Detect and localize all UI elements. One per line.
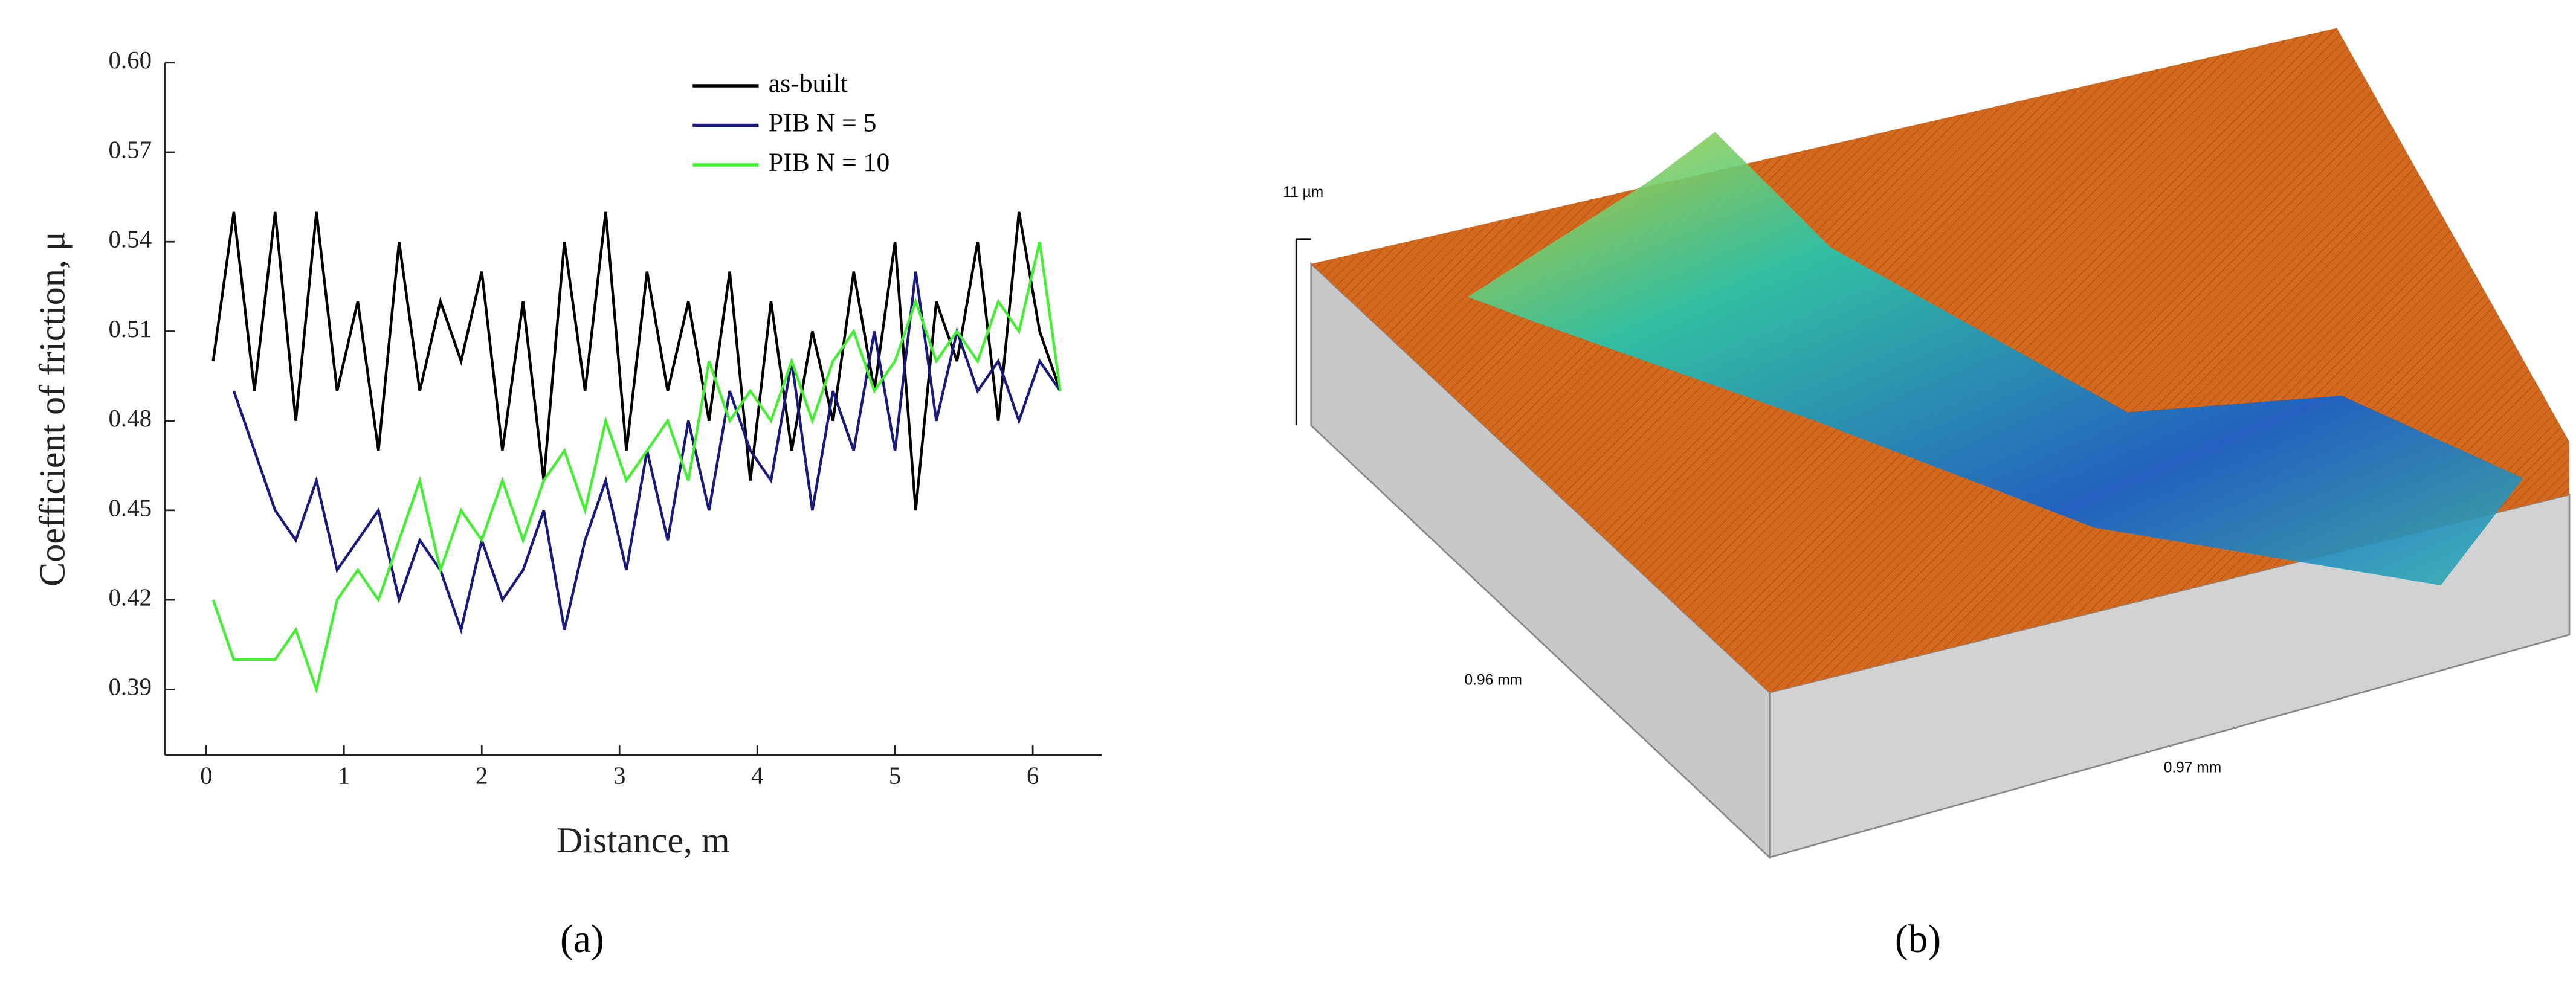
y-tick-label: 0.42 <box>108 584 152 611</box>
x-tick-label: 0 <box>200 762 212 790</box>
x-tick-label: 1 <box>338 762 350 790</box>
legend-label: as-built <box>769 69 848 98</box>
y-tick-label: 0.54 <box>108 226 152 253</box>
x-tick-label: 3 <box>613 762 625 790</box>
y-tick-label: 0.48 <box>108 405 152 432</box>
y-tick-label: 0.39 <box>108 674 152 701</box>
y-tick-label: 0.60 <box>108 47 152 74</box>
x-axis-title: Distance, m <box>557 820 730 860</box>
series-line <box>211 211 1062 511</box>
caption: (a) <box>560 918 604 961</box>
length-label: 0.96 mm <box>1465 672 1523 689</box>
y-tick-label: 0.51 <box>108 315 152 343</box>
legend-label: PIB N = 10 <box>769 148 889 177</box>
x-tick-label: 4 <box>751 762 763 790</box>
surface-3d: 11 µm 0.96 mm 0.97 mm <box>1283 28 2571 860</box>
length-label: 0.97 mm <box>2164 759 2222 776</box>
x-tick-label: 5 <box>889 762 901 790</box>
height-label: 11 µm <box>1283 184 1323 201</box>
y-axis-title: Coefficient of friction, μ <box>32 231 73 587</box>
x-tick-label: 6 <box>1027 762 1039 790</box>
wear-track <box>1467 132 2523 585</box>
caption: (b) <box>1895 918 1941 961</box>
x-tick-label: 2 <box>476 762 488 790</box>
legend-label: PIB N = 5 <box>769 108 877 137</box>
y-tick-label: 0.45 <box>108 494 152 521</box>
y-tick-label: 0.57 <box>108 136 152 163</box>
series-line <box>211 241 1062 695</box>
